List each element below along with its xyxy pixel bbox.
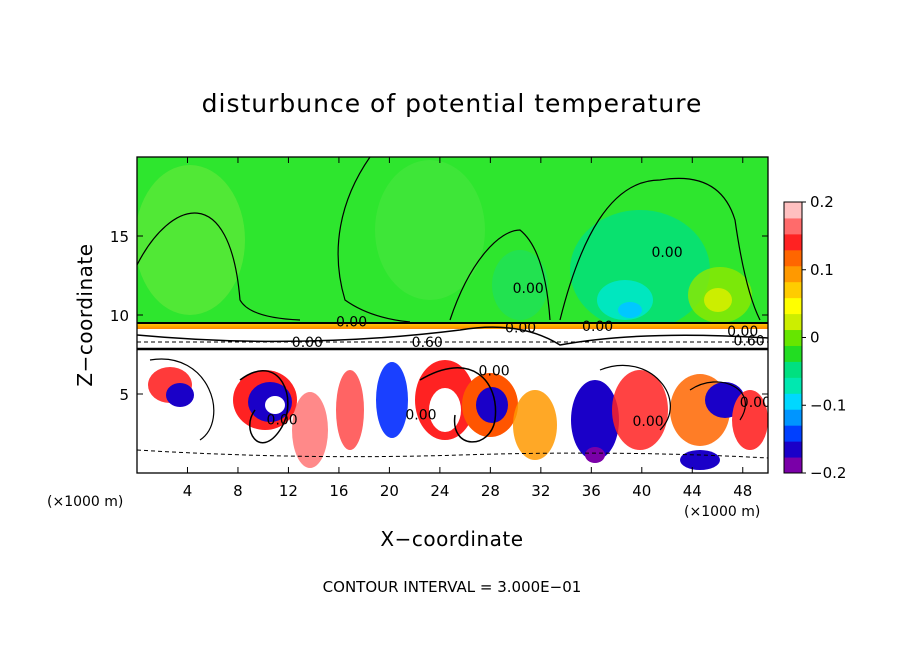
- colorbar-swatch: [784, 217, 802, 235]
- contour-label: 0.00: [513, 281, 544, 297]
- colorbar-tick-label: −0.1: [810, 396, 846, 414]
- contour-label: 0.00: [582, 319, 613, 335]
- contour-label: 0.00: [727, 324, 758, 340]
- colorbar: [783, 201, 803, 474]
- x-tick-label: 32: [531, 482, 550, 500]
- x-tick-label: 8: [233, 482, 243, 500]
- contour-label: 0.00: [405, 408, 436, 424]
- colorbar-swatch: [784, 329, 802, 346]
- colorbar-swatch: [784, 345, 802, 362]
- x-tick-label: 28: [481, 482, 500, 500]
- colorbar-tick-label: −0.2: [810, 464, 846, 482]
- x-tick-label: 44: [683, 482, 702, 500]
- x-tick-label: 40: [632, 482, 651, 500]
- colorbar-tick-label: 0.1: [810, 261, 834, 279]
- colorbar-swatch: [784, 377, 802, 394]
- y-axis: 5 10 15: [110, 228, 768, 404]
- contour-label: 0.00: [479, 363, 510, 379]
- colorbar-swatch: [784, 457, 802, 474]
- contour-label: 0.00: [336, 314, 367, 330]
- x-unit-left: (×1000 m): [47, 494, 123, 510]
- y-axis-title: Z−coordinate: [73, 243, 97, 386]
- contour-label: 0.00: [633, 414, 664, 430]
- colorbar-swatch: [784, 249, 802, 267]
- colorbar-swatch: [784, 281, 802, 299]
- colorbar-swatch: [784, 313, 802, 331]
- colorbar-tick-label: 0: [810, 329, 820, 347]
- y-tick-label: 10: [110, 307, 129, 325]
- x-axis-title: X−coordinate: [380, 527, 523, 551]
- x-tick-label: 20: [380, 482, 399, 500]
- field-lower-eddies: [148, 360, 768, 470]
- contour-label: 0.00: [505, 321, 536, 337]
- contour-label: 0.00: [651, 245, 682, 261]
- colorbar-swatch: [784, 233, 802, 251]
- x-tick-label: 36: [582, 482, 601, 500]
- x-tick-label: 12: [279, 482, 298, 500]
- x-tick-label: 16: [329, 482, 348, 500]
- contour-label: 0.60: [412, 335, 443, 351]
- colorbar-swatch: [784, 361, 802, 378]
- contour-label: 0.00: [267, 412, 298, 428]
- x-unit-right: (×1000 m): [684, 504, 760, 520]
- x-axis: 4 8 12 16 20 24 28 32 36 40 44 48: [183, 157, 752, 500]
- contour-label: 0.00: [292, 335, 323, 351]
- colorbar-swatch: [784, 393, 802, 410]
- contour-lines: [137, 157, 768, 459]
- contour-label: 0.00: [740, 395, 771, 411]
- colorbar-swatch: [784, 265, 802, 283]
- chart-title: disturbunce of potential temperature: [202, 89, 703, 118]
- y-tick-label: 5: [119, 386, 129, 404]
- colorbar-tick-label: 0.2: [810, 193, 834, 211]
- field-band: [137, 323, 768, 329]
- colorbar-swatch: [784, 202, 802, 219]
- colorbar-swatch: [784, 425, 802, 442]
- y-tick-label: 15: [110, 228, 129, 246]
- x-tick-label: 4: [183, 482, 193, 500]
- colorbar-ticks: 0.2 0.1 0 −0.1 −0.2: [802, 193, 846, 482]
- contour-label-layer: 0.000.00 0.600.00 0.000.000.000.600.000.00…: [267, 245, 771, 430]
- colorbar-swatch: [784, 441, 802, 458]
- x-tick-label: 24: [430, 482, 449, 500]
- x-tick-label: 48: [733, 482, 752, 500]
- plot-area: 0.000.00 0.600.00 0.000.000.000.600.000.00…: [137, 157, 771, 473]
- field-upper-features: [137, 160, 752, 330]
- colorbar-swatch: [784, 297, 802, 315]
- contour-label: 0.60: [733, 333, 764, 349]
- contour-interval-note: CONTOUR INTERVAL = 3.000E−01: [323, 578, 582, 596]
- colorbar-swatch: [784, 409, 802, 426]
